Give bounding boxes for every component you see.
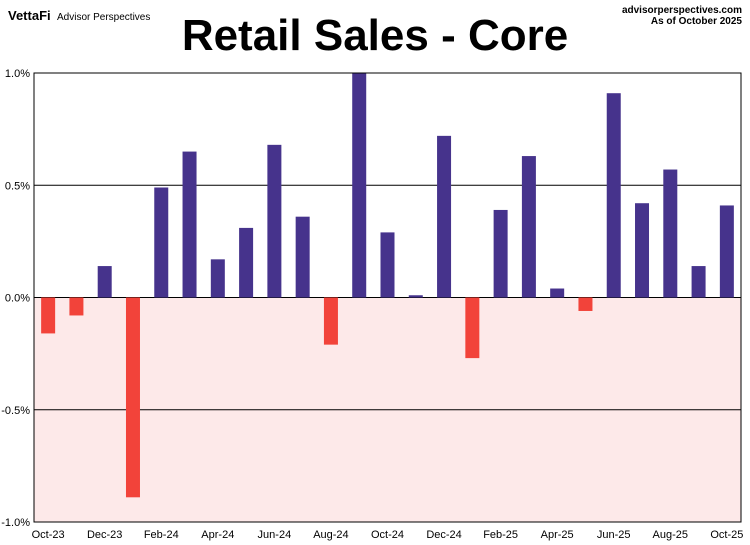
x-tick-label: Apr-25 [541, 529, 574, 541]
bar-may-25 [578, 297, 593, 311]
plot-frame [33, 72, 742, 523]
brand-name: VettaFi [8, 8, 51, 23]
site-url: advisorperspectives.com [622, 5, 742, 16]
x-tick-label: Jun-25 [597, 529, 631, 541]
x-tick-label: Feb-25 [483, 529, 518, 541]
x-axis-labels: Oct-23 Dec-23 Feb-24 Apr-24 Jun-24 Aug-24 Oct-… [32, 529, 744, 541]
bar-dec-23 [97, 266, 112, 298]
bar-apr-25 [550, 288, 565, 298]
bar-nov-23 [69, 297, 84, 316]
bar-apr-24 [210, 259, 225, 298]
x-tick-label: Aug-24 [313, 529, 348, 541]
as-of-date: As of October 2025 [651, 16, 743, 27]
bar-dec-24 [437, 135, 452, 298]
bar-aug-24 [323, 297, 338, 345]
bar-feb-24 [154, 187, 169, 298]
bar-nov-24 [408, 295, 423, 298]
chart-title: Retail Sales - Core [182, 11, 568, 60]
bar-may-24 [239, 227, 254, 298]
x-tick-label: Jun-24 [258, 529, 292, 541]
bar-feb-25 [493, 209, 508, 298]
bars [41, 73, 734, 498]
bar-oct-24 [380, 232, 395, 298]
x-tick-label: Oct-23 [32, 529, 65, 541]
x-tick-label: Aug-25 [653, 529, 688, 541]
y-tick-label: 0.0% [5, 293, 30, 305]
y-tick-label: -0.5% [1, 405, 30, 417]
y-tick-label: 1.0% [5, 68, 30, 80]
bar-mar-25 [521, 156, 536, 298]
x-tick-label: Dec-23 [87, 529, 122, 541]
bar-sep-24 [352, 73, 367, 298]
brand-logo: VettaFi Advisor Perspectives [8, 8, 150, 23]
bar-oct-25 [719, 205, 734, 298]
bar-jan-24 [125, 297, 140, 498]
y-tick-label: -1.0% [1, 517, 30, 529]
x-tick-label: Oct-24 [371, 529, 404, 541]
bar-jan-25 [465, 297, 480, 359]
y-tick-label: 0.5% [5, 180, 30, 192]
y-axis-labels: 1.0% 0.5% 0.0% -0.5% -1.0% [1, 68, 30, 529]
brand-subtitle: Advisor Perspectives [57, 12, 150, 23]
bar-aug-25 [663, 169, 678, 298]
x-tick-label: Oct-25 [710, 529, 743, 541]
bar-jul-25 [635, 203, 650, 298]
x-tick-label: Apr-24 [201, 529, 234, 541]
bar-jun-24 [267, 144, 282, 298]
bar-jul-24 [295, 216, 310, 298]
bar-sep-25 [691, 266, 706, 298]
x-tick-label: Dec-24 [426, 529, 461, 541]
bar-oct-23 [41, 297, 56, 334]
bar-mar-24 [182, 151, 197, 298]
x-tick-label: Feb-24 [144, 529, 179, 541]
bar-jun-25 [606, 93, 621, 298]
